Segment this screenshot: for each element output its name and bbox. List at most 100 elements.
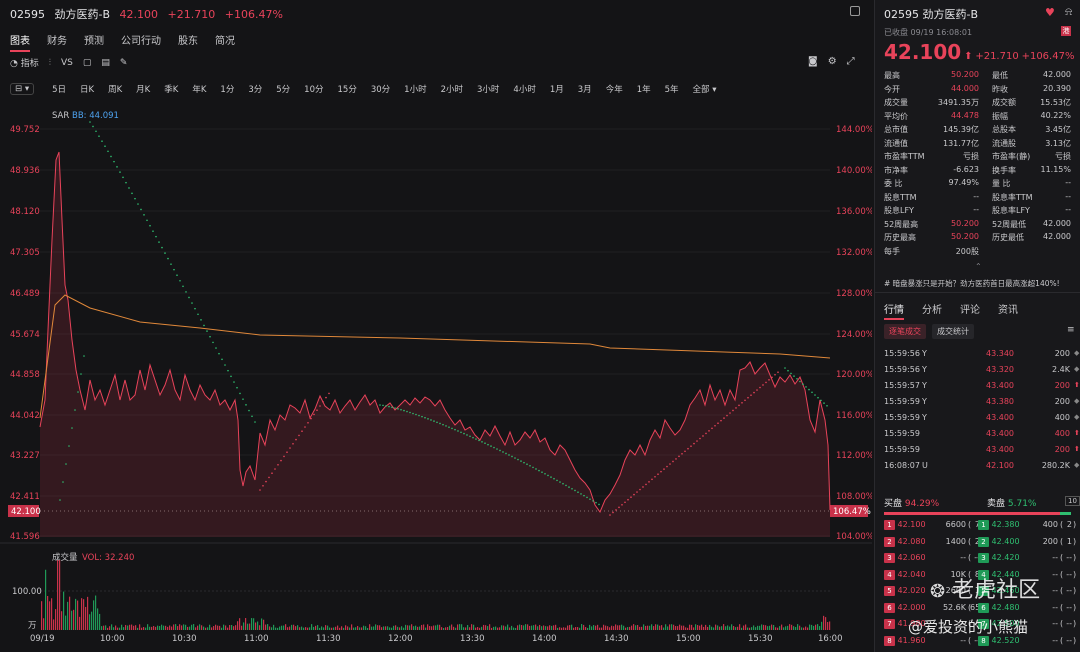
collapse-up-icon[interactable]: ⌃ [975, 262, 982, 271]
tab-market[interactable]: 行情 [884, 301, 904, 320]
period-20[interactable]: 5年 [665, 83, 679, 95]
pct-tick: 116.00% [836, 411, 872, 421]
stat-value: 50.200 [935, 70, 979, 79]
ask-row: 2 42.400 200(1) [978, 537, 1078, 549]
tab-forecast[interactable]: 预测 [84, 32, 104, 52]
tab-analysis[interactable]: 分析 [922, 301, 942, 320]
period-18[interactable]: 今年 [606, 83, 623, 95]
candle-icon[interactable]: ⫶ [49, 58, 51, 68]
tab-corporate-action[interactable]: 公司行动 [121, 32, 161, 52]
watermark-author: @爱投资的小熊猫 [908, 616, 1028, 637]
chart-actions: ◙ ⚙ ⤢ [808, 56, 855, 67]
heart-icon[interactable]: ♥ [1045, 6, 1055, 19]
ask-row: 1 42.380 400(2) [978, 520, 1078, 532]
tab-profile[interactable]: 简况 [215, 32, 235, 52]
period-6[interactable]: 1分 [220, 83, 234, 95]
stat-label: 换手率 [992, 165, 1016, 176]
depth-select[interactable]: 10 [1065, 496, 1080, 506]
fullscreen-icon[interactable]: ⤢ [847, 56, 855, 67]
stat-value: 44.478 [935, 111, 979, 120]
tab-trade-stats[interactable]: 成交统计 [932, 324, 974, 339]
vol-value: VOL: 32.240 [82, 553, 134, 563]
trade-row: 15:59:56 Y 43.320 2.4K ◆ [884, 365, 1080, 377]
news-ticker[interactable]: # 暗盘暴涨只是开始？劲方医药首日最高涨超140%! [884, 278, 1060, 289]
stat-value: 44.000 [935, 84, 979, 93]
stat-label: 股息TTM [884, 192, 917, 203]
indicator-icon: ◔ [10, 59, 18, 69]
stat-value: -- [935, 205, 979, 214]
stat-value: 3.13亿 [1025, 138, 1071, 149]
price-tick: 44.042 [10, 411, 40, 421]
stat-label: 历史最低 [992, 232, 1024, 243]
period-13[interactable]: 2小时 [441, 83, 463, 95]
period-5[interactable]: 年K [192, 83, 206, 95]
period-14[interactable]: 3小时 [477, 83, 499, 95]
tab-chart[interactable]: 图表 [10, 32, 30, 52]
chart-type-select[interactable]: ⊟ ▾ [10, 83, 34, 95]
period-19[interactable]: 1年 [637, 83, 651, 95]
bell-icon[interactable]: ⍾ [1065, 5, 1072, 19]
stat-label: 昨收 [992, 84, 1008, 95]
price-tick: 46.489 [10, 289, 40, 299]
period-17[interactable]: 3月 [578, 83, 592, 95]
period-0[interactable]: 5日 [52, 83, 66, 95]
stat-label: 52周最低 [992, 219, 1026, 230]
trade-direction-icon: ◆ [1074, 349, 1079, 357]
period-1[interactable]: 日K [80, 83, 94, 95]
stat-value: 145.39亿 [935, 124, 979, 135]
stat-value: 131.77亿 [935, 138, 979, 149]
time-tick: 11:00 [244, 634, 269, 644]
tab-comments[interactable]: 评论 [960, 301, 980, 320]
pct-tick: 136.00% [836, 207, 872, 217]
chart-toolbar: ◔ 指标 ⫶ VS ▢ ▤ ✎ [10, 56, 127, 69]
indicator-button[interactable]: ◔ 指标 [10, 56, 39, 69]
stat-value: 42.000 [1025, 232, 1071, 241]
market-badge-icon: 港 [1061, 26, 1071, 36]
stat-value: 50.200 [935, 232, 979, 241]
pen-icon[interactable]: ✎ [120, 58, 128, 68]
period-8[interactable]: 5分 [276, 83, 290, 95]
tab-shareholders[interactable]: 股东 [178, 32, 198, 52]
period-bar: ⊟ ▾ 5日 日K 周K 月K 季K 年K 1分 3分 5分 10分 15分 30分 1小时 2小时 3小时… [10, 83, 731, 95]
period-2[interactable]: 周K [108, 83, 122, 95]
period-21[interactable]: 全部 ▾ [693, 83, 717, 95]
tab-finance[interactable]: 财务 [47, 32, 67, 52]
period-10[interactable]: 15分 [338, 83, 357, 95]
square-icon[interactable]: ▢ [83, 58, 92, 68]
layout-icon[interactable]: ▤ [101, 58, 110, 68]
period-3[interactable]: 月K [136, 83, 150, 95]
quote-panel: 02595 劲方医药-B ♥ ⍾ 已收盘 09/19 16:08:01 港 42… [874, 0, 1080, 652]
sub-tabs: 逐笔成交 成交统计 [884, 324, 974, 339]
period-11[interactable]: 30分 [371, 83, 390, 95]
pct-tick: 144.00% [836, 125, 872, 135]
ask-row: 8 42.520 --(--) [978, 636, 1078, 648]
stat-label: 总市值 [884, 124, 908, 135]
price-tick: 45.674 [10, 330, 40, 340]
stat-value: 11.15% [1025, 165, 1071, 174]
camera-icon[interactable]: ◙ [808, 56, 818, 67]
period-15[interactable]: 4小时 [513, 83, 535, 95]
collapse-icon[interactable] [850, 6, 860, 16]
bb-label: BB: 44.091 [72, 111, 119, 121]
period-7[interactable]: 3分 [248, 83, 262, 95]
pct-tick: 128.00% [836, 289, 872, 299]
pct-tick: 104.00% [836, 532, 872, 542]
tab-news[interactable]: 资讯 [998, 301, 1018, 320]
stat-value: 42.000 [1025, 219, 1071, 228]
stat-label: 成交额 [992, 97, 1016, 108]
tab-tick-trades[interactable]: 逐笔成交 [884, 324, 926, 339]
list-icon[interactable]: ≡ [1067, 325, 1075, 335]
period-16[interactable]: 1月 [550, 83, 564, 95]
tiger-logo-icon: ❂ [930, 581, 945, 602]
vs-button[interactable]: VS [61, 58, 73, 68]
trade-row: 15:59:59 Y 43.380 200 ◆ [884, 397, 1080, 409]
period-9[interactable]: 10分 [304, 83, 323, 95]
settings-icon[interactable]: ⚙ [828, 56, 837, 67]
stock-price: 42.100 [120, 8, 159, 21]
stat-value: 亏损 [935, 151, 979, 162]
ask-row: 3 42.420 --(--) [978, 553, 1078, 565]
period-4[interactable]: 季K [164, 83, 178, 95]
stock-code: 02595 [10, 8, 45, 21]
pct-tick: 140.00% [836, 166, 872, 176]
period-12[interactable]: 1小时 [404, 83, 426, 95]
